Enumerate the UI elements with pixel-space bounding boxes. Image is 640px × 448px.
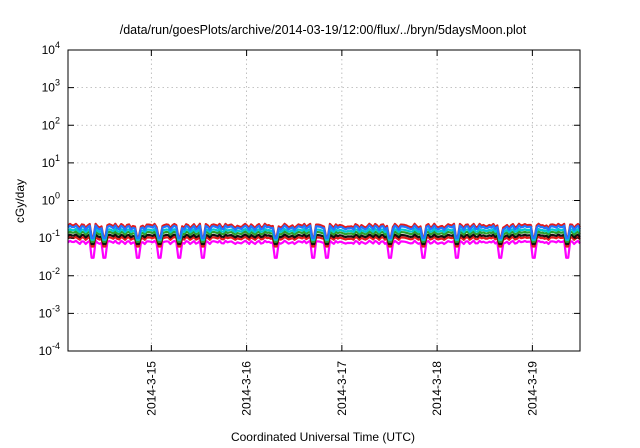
y-tick-label: 100 [42,191,60,208]
y-tick-label: 104 [42,40,60,57]
y-tick-label: 101 [42,153,60,170]
x-tick-label: 2014-3-18 [430,361,444,416]
chart-title: /data/run/goesPlots/archive/2014-03-19/1… [120,23,527,37]
plot-area [68,50,580,351]
series-line [67,224,581,240]
y-tick-label: 10-4 [39,341,60,358]
y-tick-label: 10-2 [39,266,60,283]
y-tick-label: 103 [42,78,60,95]
x-axis: 2014-3-15 2014-3-16 2014-3-17 2014-3-18 2014… [144,50,539,416]
x-tick-label: 2014-3-19 [525,361,539,416]
y-axis-label: cGy/day [13,179,27,223]
x-tick-label: 2014-3-15 [144,361,158,416]
series-group [67,222,581,259]
x-tick-label: 2014-3-17 [335,361,349,416]
y-tick-label: 102 [42,115,60,132]
y-tick-label: 10-3 [39,303,60,320]
x-tick-label: 2014-3-16 [240,361,254,416]
y-axis: 10-4 10-3 10-2 10-1 100 101 102 103 104 [39,40,580,358]
y-tick-label: 10-1 [39,228,60,245]
x-axis-label: Coordinated Universal Time (UTC) [231,430,415,444]
grid [68,50,580,351]
